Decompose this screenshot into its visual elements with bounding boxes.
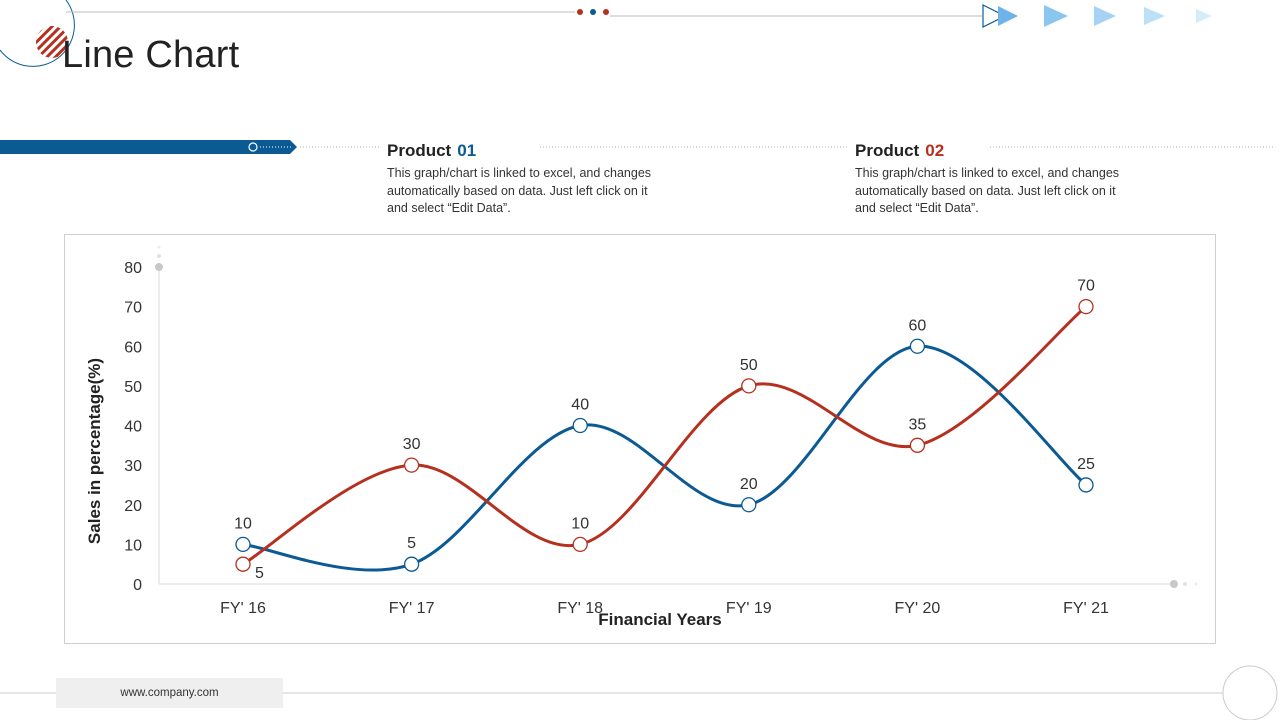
y-tick-label: 20 [124,498,142,515]
data-point [909,338,926,354]
product-02-description: This graph/chart is linked to excel, and… [855,165,1155,218]
x-tick-label: FY' 20 [895,600,941,617]
data-point [741,497,757,513]
data-label: 20 [740,476,758,493]
y-axis-end-dot [157,254,161,258]
data-point [572,536,588,553]
data-label: 60 [909,317,927,334]
arrow-icon-4 [1144,7,1165,25]
data-label: 25 [1077,456,1095,473]
product-02-desc-line: and select “Edit Data”. [855,201,979,215]
product-01-legend: Product 01 This graph/chart is linked to … [387,141,687,218]
data-label: 10 [234,515,252,532]
y-tick-label: 0 [133,577,142,594]
top-dot-2 [590,9,596,15]
data-point [403,556,420,572]
product-02-desc-line: automatically based on data. Just left c… [855,183,1116,198]
y-tick-label: 60 [124,339,142,356]
x-tick-label: FY' 19 [726,600,772,617]
product-02-label: Product [855,141,920,160]
data-point [1078,477,1094,493]
data-label: 30 [403,436,421,453]
x-tick-label: FY' 17 [389,600,435,617]
product-02-heading: Product 02 [855,141,1155,161]
x-axis-end-dot [1194,582,1198,586]
striped-circle-decoration [36,26,68,58]
x-tick-label: FY' 21 [1063,600,1109,617]
y-tick-label: 40 [124,419,142,436]
data-label: 70 [1077,278,1095,295]
x-tick-label: FY' 18 [557,600,603,617]
arrow-outline-icon [982,4,1007,28]
arrow-icon-3 [1094,6,1116,26]
data-label: 50 [740,357,758,374]
product-01-desc-line: automatically based on data. Just left c… [387,183,648,198]
data-label: 5 [255,565,264,582]
series-lines-layer [241,305,1088,572]
data-label: 40 [571,397,589,414]
y-tick-label: 30 [124,458,142,475]
data-point [572,417,588,434]
data-label: 10 [571,515,589,532]
corner-arc [0,0,75,67]
blue-progress-bar [0,140,297,154]
y-axis-end-dot [157,245,161,249]
y-axis-end-dot [155,263,163,271]
data-point [235,536,251,553]
series-points-layer [235,298,1094,572]
axes-layer: 0 10 20 30 40 50 60 70 80 FY' 16 FY' 17 FY' 18 FY' 1… [124,245,1198,617]
y-tick-label: 70 [124,300,142,317]
series-line-1 [241,344,1088,572]
product-01-desc-line: This graph/chart is linked to excel, and… [387,166,652,180]
series-line-2 [241,305,1088,566]
x-axis-end-dot [1170,580,1178,588]
bar-node [248,142,258,152]
x-axis-title: Financial Years [598,610,722,629]
footer-circle-decoration [1222,665,1278,720]
y-tick-label: 10 [124,537,142,554]
product-01-description: This graph/chart is linked to excel, and… [387,165,687,218]
product-01-desc-line: and select “Edit Data”. [387,201,511,215]
arrow-icon-2 [1044,5,1068,27]
product-01-number: 01 [457,141,477,160]
y-axis-title: Sales in percentage(%) [85,357,104,545]
chart-frame [64,234,1216,644]
data-point [1078,298,1094,315]
y-tick-label: 50 [124,379,142,396]
data-point [403,457,420,473]
x-tick-label: FY' 16 [220,600,266,617]
data-point [741,378,757,394]
data-point [235,556,251,572]
top-dot-3 [603,9,609,15]
data-point [909,437,926,453]
product-02-number: 02 [925,141,945,160]
product-02-desc-line: This graph/chart is linked to excel, and… [855,166,1120,180]
y-tick-label: 80 [124,260,142,277]
x-axis-end-dot [1183,582,1187,586]
footer-url: www.company.com [56,678,283,708]
product-01-label: Product [387,141,452,160]
data-label: 35 [909,416,927,433]
data-label: 5 [407,535,416,552]
data-labels-layer: 10 5 40 20 60 25 5 30 10 50 35 70 [234,278,1095,583]
arrow-icon-1 [998,6,1018,26]
product-01-heading: Product 01 [387,141,687,161]
arrow-icon-5 [1196,9,1212,23]
top-dot-1 [577,9,583,15]
page-title: Line Chart [62,34,240,76]
product-02-legend: Product 02 This graph/chart is linked to … [855,141,1155,218]
